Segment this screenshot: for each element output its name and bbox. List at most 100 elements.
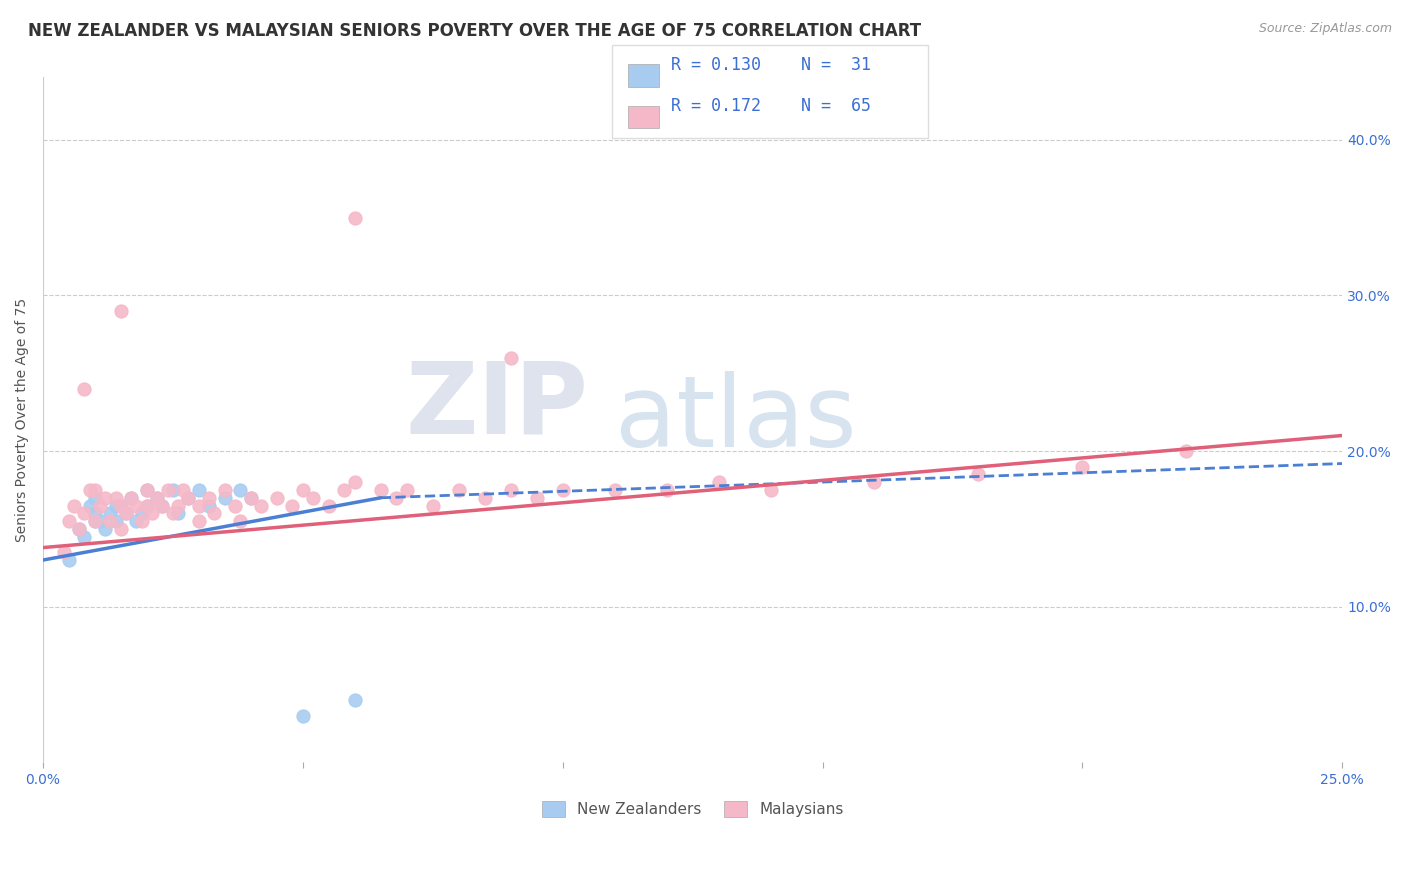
- Point: [967, 467, 990, 482]
- Point: [1071, 459, 1094, 474]
- Point: [187, 499, 209, 513]
- Point: [198, 491, 221, 505]
- Point: [499, 483, 522, 497]
- Point: [224, 499, 246, 513]
- Point: [115, 506, 138, 520]
- Point: [172, 483, 194, 497]
- Point: [229, 483, 252, 497]
- Text: R = 0.172    N =  65: R = 0.172 N = 65: [671, 97, 870, 115]
- Point: [63, 499, 86, 513]
- Point: [110, 499, 132, 513]
- Point: [250, 499, 273, 513]
- Point: [333, 483, 356, 497]
- Point: [214, 491, 236, 505]
- Point: [89, 514, 111, 528]
- Point: [229, 514, 252, 528]
- Point: [395, 483, 418, 497]
- Point: [131, 506, 153, 520]
- Point: [266, 491, 288, 505]
- Point: [110, 304, 132, 318]
- Point: [474, 491, 496, 505]
- Point: [83, 514, 105, 528]
- Point: [79, 483, 101, 497]
- Point: [83, 514, 105, 528]
- Point: [187, 483, 209, 497]
- Point: [385, 491, 408, 505]
- Point: [67, 522, 90, 536]
- Point: [141, 506, 163, 520]
- Point: [187, 514, 209, 528]
- Point: [343, 475, 366, 490]
- Text: ZIP: ZIP: [406, 358, 589, 455]
- Point: [863, 475, 886, 490]
- Point: [100, 506, 122, 520]
- Point: [343, 693, 366, 707]
- Point: [125, 499, 148, 513]
- Point: [162, 483, 184, 497]
- Point: [89, 499, 111, 513]
- Point: [759, 483, 782, 497]
- Point: [73, 382, 96, 396]
- Point: [83, 506, 105, 520]
- Point: [318, 499, 340, 513]
- Point: [152, 499, 174, 513]
- Point: [104, 514, 127, 528]
- Point: [198, 499, 221, 513]
- Point: [447, 483, 470, 497]
- Point: [100, 514, 122, 528]
- Point: [291, 483, 314, 497]
- Y-axis label: Seniors Poverty Over the Age of 75: Seniors Poverty Over the Age of 75: [15, 298, 30, 542]
- Point: [422, 499, 444, 513]
- Text: NEW ZEALANDER VS MALAYSIAN SENIORS POVERTY OVER THE AGE OF 75 CORRELATION CHART: NEW ZEALANDER VS MALAYSIAN SENIORS POVER…: [28, 22, 921, 40]
- Point: [302, 491, 325, 505]
- Point: [526, 491, 548, 505]
- Point: [707, 475, 730, 490]
- Point: [239, 491, 262, 505]
- Point: [125, 514, 148, 528]
- Point: [146, 491, 169, 505]
- Point: [83, 483, 105, 497]
- Point: [162, 506, 184, 520]
- Point: [94, 491, 117, 505]
- Point: [73, 506, 96, 520]
- Text: R = 0.130    N =  31: R = 0.130 N = 31: [671, 56, 870, 74]
- Point: [131, 514, 153, 528]
- Point: [239, 491, 262, 505]
- Point: [135, 499, 157, 513]
- Point: [79, 499, 101, 513]
- Point: [603, 483, 626, 497]
- Point: [551, 483, 574, 497]
- Point: [152, 499, 174, 513]
- Point: [135, 499, 157, 513]
- Point: [110, 522, 132, 536]
- Text: Source: ZipAtlas.com: Source: ZipAtlas.com: [1258, 22, 1392, 36]
- Point: [104, 499, 127, 513]
- Point: [58, 514, 80, 528]
- Point: [135, 483, 157, 497]
- Point: [281, 499, 304, 513]
- Point: [58, 553, 80, 567]
- Point: [370, 483, 392, 497]
- Point: [343, 211, 366, 225]
- Point: [177, 491, 200, 505]
- Text: atlas: atlas: [614, 371, 856, 468]
- Point: [156, 483, 179, 497]
- Point: [214, 483, 236, 497]
- Point: [655, 483, 678, 497]
- Point: [115, 506, 138, 520]
- Point: [67, 522, 90, 536]
- Point: [52, 545, 75, 559]
- Point: [135, 483, 157, 497]
- Point: [499, 351, 522, 365]
- Point: [1175, 444, 1198, 458]
- Point: [167, 506, 190, 520]
- Point: [83, 491, 105, 505]
- Point: [120, 491, 142, 505]
- Point: [110, 499, 132, 513]
- Point: [120, 491, 142, 505]
- Point: [202, 506, 225, 520]
- Point: [104, 491, 127, 505]
- Point: [177, 491, 200, 505]
- Legend: New Zealanders, Malaysians: New Zealanders, Malaysians: [536, 795, 849, 823]
- Point: [73, 530, 96, 544]
